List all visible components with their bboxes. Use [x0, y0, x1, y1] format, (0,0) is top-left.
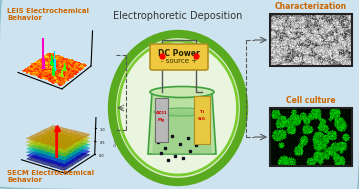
Text: LEIS Electrochemical
Behavior: LEIS Electrochemical Behavior [7, 8, 89, 21]
FancyBboxPatch shape [194, 96, 210, 144]
Polygon shape [148, 92, 216, 154]
Text: - source +: - source + [161, 58, 197, 64]
Ellipse shape [154, 108, 210, 116]
Text: Ti: Ti [200, 110, 204, 114]
FancyBboxPatch shape [155, 98, 168, 142]
Text: AZ31: AZ31 [155, 111, 167, 115]
Text: Cell culture: Cell culture [286, 96, 336, 105]
Ellipse shape [112, 34, 244, 182]
Text: SECM Electrochemical
Behavior: SECM Electrochemical Behavior [7, 170, 94, 183]
Polygon shape [152, 112, 212, 154]
Text: Electrophoretic Deposition: Electrophoretic Deposition [113, 11, 243, 21]
Ellipse shape [150, 87, 214, 98]
Text: Mg: Mg [158, 118, 165, 122]
Text: SiO: SiO [198, 117, 206, 121]
Text: Characterization: Characterization [275, 2, 347, 11]
Ellipse shape [118, 41, 238, 175]
FancyBboxPatch shape [150, 44, 208, 70]
Text: DC Power: DC Power [158, 49, 200, 57]
